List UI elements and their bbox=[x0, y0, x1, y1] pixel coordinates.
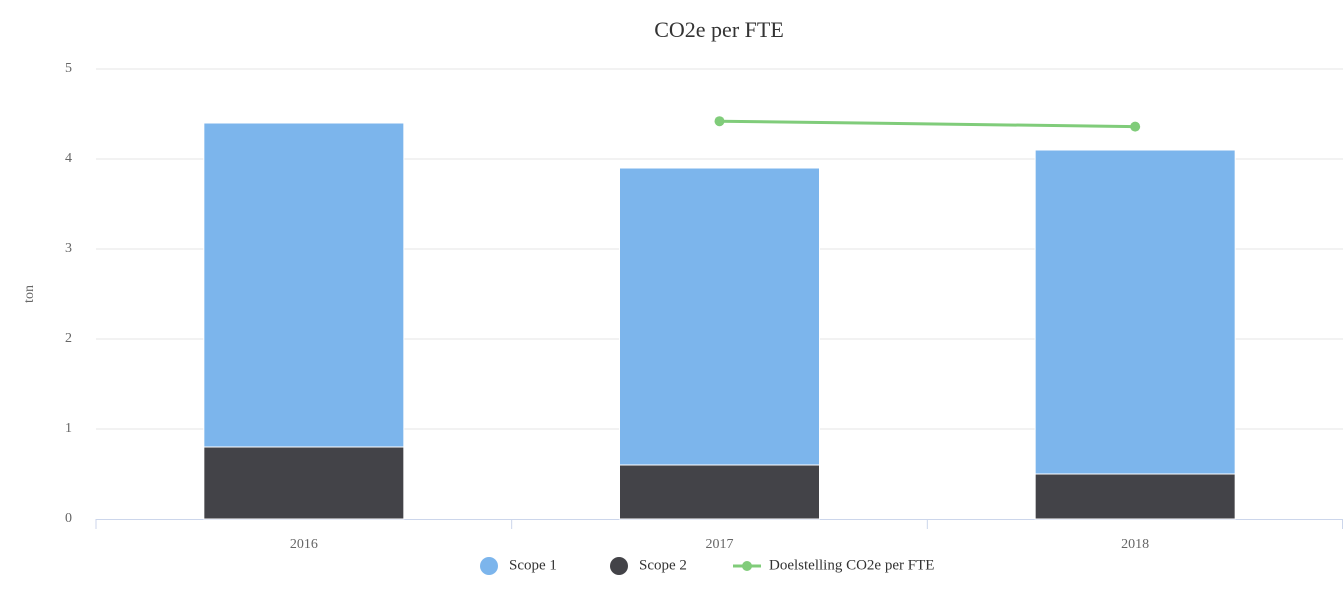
y-tick-label: 0 bbox=[65, 511, 72, 526]
y-tick-label: 2 bbox=[65, 331, 72, 346]
legend-label: Scope 1 bbox=[509, 557, 557, 573]
line-marker bbox=[1130, 121, 1141, 132]
y-tick-label: 4 bbox=[65, 151, 72, 166]
bar-segment bbox=[1034, 473, 1236, 520]
x-tick-label: 2017 bbox=[706, 537, 734, 552]
y-tick-label: 1 bbox=[65, 421, 72, 436]
chart-title: CO2e per FTE bbox=[654, 17, 784, 42]
bar-segment bbox=[203, 446, 405, 520]
y-tick-label: 3 bbox=[65, 241, 72, 256]
legend-symbol bbox=[610, 557, 628, 575]
bar-segment bbox=[1034, 149, 1236, 475]
bar-segment bbox=[619, 167, 820, 466]
legend-label: Doelstelling CO2e per FTE bbox=[769, 557, 934, 573]
bar-segment bbox=[619, 464, 820, 520]
legend-symbol bbox=[480, 557, 498, 575]
bar-segment bbox=[203, 122, 405, 448]
legend-symbol bbox=[742, 561, 752, 571]
line-marker bbox=[714, 116, 725, 127]
y-tick-label: 5 bbox=[65, 61, 72, 76]
x-tick-label: 2018 bbox=[1121, 537, 1149, 552]
y-axis-label: ton bbox=[22, 285, 37, 303]
x-tick-label: 2016 bbox=[290, 537, 318, 552]
legend-label: Scope 2 bbox=[639, 557, 687, 573]
line-series bbox=[719, 119, 1136, 129]
